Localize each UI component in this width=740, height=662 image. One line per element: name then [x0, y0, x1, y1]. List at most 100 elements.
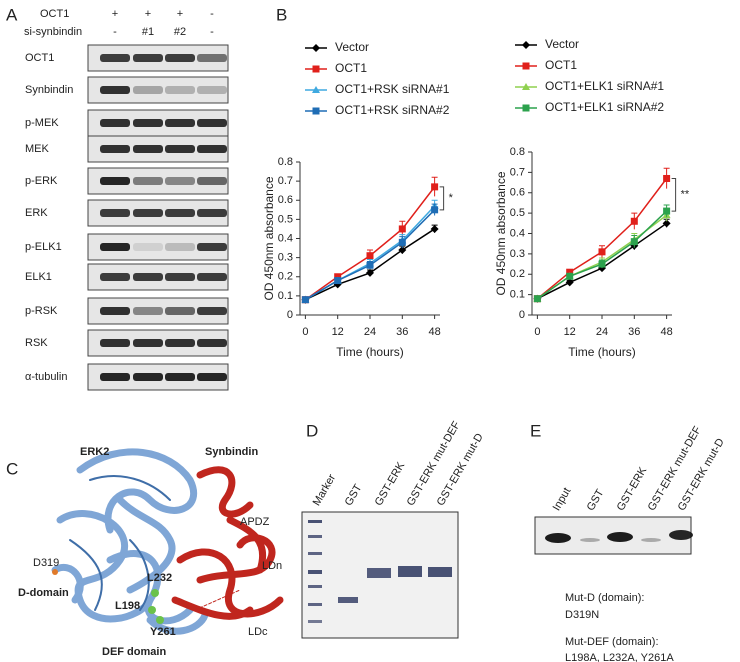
y-tick-label: 0.6 — [510, 187, 525, 199]
structure-label: APDZ — [240, 516, 270, 528]
note: Mut-D (domain): — [565, 592, 644, 604]
point — [398, 245, 407, 254]
protein-structure — [51, 448, 284, 635]
structure-label: L232 — [147, 572, 172, 584]
band — [100, 119, 130, 127]
x-tick-label: 24 — [364, 326, 376, 338]
lane-sign: - — [210, 8, 214, 20]
band — [165, 373, 195, 381]
band — [197, 307, 227, 315]
blot-label: p-ERK — [25, 175, 58, 187]
blot-label: MEK — [25, 143, 50, 155]
x-tick-label: 24 — [596, 326, 608, 338]
structure-label: LDn — [262, 560, 282, 572]
point — [312, 86, 320, 93]
structure-label: D319 — [33, 557, 59, 569]
lane-label: GST — [585, 487, 607, 513]
y-tick-label: 0.8 — [278, 156, 293, 168]
band — [100, 54, 130, 62]
point — [662, 219, 671, 228]
point — [312, 107, 320, 115]
x-tick-label: 36 — [628, 326, 640, 338]
band — [133, 307, 163, 315]
point — [565, 278, 574, 287]
point — [630, 217, 638, 225]
legend-label: Vector — [545, 37, 579, 51]
band — [133, 177, 163, 185]
x-tick-label: 12 — [332, 326, 344, 338]
point — [533, 295, 541, 303]
y-tick-label: 0.2 — [510, 268, 525, 280]
y-axis-label: OD 450nm absorbance — [262, 176, 276, 300]
point — [312, 44, 320, 52]
band — [197, 339, 227, 347]
point — [334, 277, 342, 285]
lane-label: GST — [343, 482, 365, 508]
legend-label: OCT1+ELK1 siRNA#2 — [545, 100, 664, 114]
structure-label: ERK2 — [80, 446, 109, 458]
band — [100, 307, 130, 315]
structure-label: Synbindin — [205, 446, 258, 458]
band — [133, 54, 163, 62]
series-line — [304, 186, 436, 301]
lane-label: GST-ERK — [615, 465, 650, 513]
lane-label: GST-ERK mut-DEF — [646, 424, 704, 513]
band — [165, 339, 195, 347]
blot-label: p-MEK — [25, 117, 59, 129]
band — [100, 145, 130, 153]
band — [165, 145, 195, 153]
lane-sign: - — [210, 26, 214, 38]
y-axis-label: OD 450nm absorbance — [494, 171, 508, 295]
lane-sign: - — [113, 26, 117, 38]
blot-label: α-tubulin — [25, 371, 67, 383]
point — [522, 104, 530, 112]
band — [100, 86, 130, 94]
point — [522, 62, 530, 70]
point — [522, 41, 530, 49]
note: D319N — [565, 609, 599, 621]
band — [100, 373, 130, 381]
band — [133, 243, 163, 251]
band — [133, 145, 163, 153]
lane-label: Marker — [311, 472, 339, 508]
legend-label: Vector — [335, 40, 369, 54]
point — [663, 207, 671, 215]
lane-sign: #2 — [174, 26, 186, 38]
blot-label: p-RSK — [25, 305, 58, 317]
band — [100, 177, 130, 185]
y-tick-label: 0.2 — [278, 271, 293, 283]
band — [165, 177, 195, 185]
legend-label: OCT1+RSK siRNA#1 — [335, 82, 450, 96]
band — [100, 273, 130, 281]
y-tick-label: 0.7 — [278, 175, 293, 187]
band — [197, 119, 227, 127]
y-tick-label: 0 — [519, 309, 525, 321]
band — [100, 209, 130, 217]
band — [165, 273, 195, 281]
band — [165, 209, 195, 217]
band — [100, 243, 130, 251]
band — [197, 243, 227, 251]
structure-label: DEF domain — [102, 646, 166, 658]
blot-label: OCT1 — [25, 52, 54, 64]
structure-label: D-domain — [18, 587, 69, 599]
y-tick-label: 0.3 — [510, 248, 525, 260]
band — [197, 177, 227, 185]
band — [197, 145, 227, 153]
y-tick-label: 0 — [287, 309, 293, 321]
lane-sign: #1 — [142, 26, 154, 38]
point — [312, 65, 320, 73]
band — [133, 86, 163, 94]
panel-letter: A — [6, 5, 18, 24]
band — [165, 307, 195, 315]
significance-bracket — [439, 186, 445, 211]
y-tick-label: 0.1 — [278, 290, 293, 302]
lane-label: GST-ERK mut-DEF — [405, 419, 463, 508]
band — [100, 339, 130, 347]
gel-bands — [308, 520, 452, 623]
note: Mut-DEF (domain): — [565, 636, 659, 648]
panel-letter: B — [276, 5, 287, 24]
row-label: OCT1 — [40, 8, 69, 20]
blot-bands — [545, 530, 693, 543]
